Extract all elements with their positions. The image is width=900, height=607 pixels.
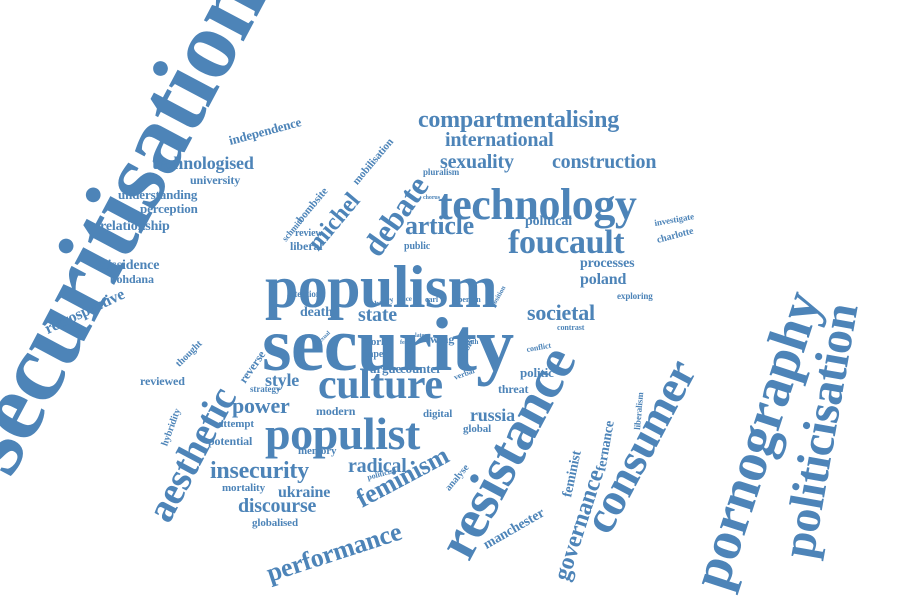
word-attempt: attempt [218, 418, 254, 430]
word-foucault: foucault [508, 224, 625, 261]
word-exploring: exploring [617, 291, 653, 301]
word-culture: culture [318, 362, 443, 408]
word-global: global [463, 423, 492, 435]
word-counter: counter [400, 361, 442, 376]
word-political: political [525, 214, 572, 229]
word-independence: independence [227, 114, 303, 148]
word-mortality: mortality [222, 482, 265, 494]
word-compartmentalising: compartmentalising [418, 107, 619, 133]
word-pluralism: pluralism [423, 167, 460, 177]
word-perception: perception [140, 201, 198, 216]
word-sexuality: sexuality [440, 151, 514, 173]
word-threat: threat [498, 382, 529, 396]
word-russia: russia [470, 405, 515, 425]
word-memory: memory [298, 445, 337, 457]
word-processes: processes [580, 256, 635, 271]
word-face: face [400, 295, 412, 303]
word-attention: attention [287, 289, 321, 299]
word-globalised: globalised [252, 517, 298, 529]
word-argue: argue [370, 361, 402, 376]
word-populism: populism [265, 254, 498, 320]
word-fears: fears [400, 340, 413, 346]
word-carl: carl [425, 295, 439, 304]
word-technology: technology [438, 180, 637, 229]
word-dissidence: dissidence [100, 258, 160, 273]
word-person: person [458, 295, 481, 304]
word-laten: laten [415, 333, 428, 339]
word-thought: thought [173, 338, 205, 370]
word-digital: digital [423, 408, 453, 420]
word-liberal: liberal [290, 239, 323, 253]
word-article: article [405, 211, 474, 240]
word-paper: paper [363, 349, 388, 360]
word-construction: construction [552, 151, 657, 173]
word-style: style [265, 370, 300, 390]
word-radical: radical [348, 455, 407, 477]
word-populist: populist [265, 408, 420, 459]
word-public: public [404, 241, 431, 252]
word-university: university [190, 173, 241, 187]
word-world: world [363, 336, 390, 348]
word-poland: poland [580, 271, 627, 288]
word-modern: modern [316, 404, 356, 418]
word-contrast: contrast [557, 323, 585, 332]
word-politic: politic [520, 365, 554, 380]
word-new: new [405, 350, 416, 356]
word-reviewed: reviewed [140, 374, 185, 388]
word-international: international [445, 129, 554, 151]
word-understanding: understanding [118, 187, 198, 202]
word-bohdana: bohdana [110, 272, 154, 286]
word-mobilisation: mobilisation [350, 136, 397, 188]
word-death: death [300, 305, 333, 320]
word-review: review [295, 228, 323, 239]
word-technologised: technologised [152, 153, 254, 173]
word-heath: heath [462, 338, 479, 346]
word-charlotte: charlotte [655, 225, 695, 246]
word-aesthetic: aesthetic [137, 379, 246, 529]
word-relationship: relationship [100, 219, 170, 234]
word-discourse: discourse [238, 495, 317, 517]
word-wing: wing [430, 332, 455, 346]
word-ukraine: ukraine [278, 484, 331, 501]
word-power: power [232, 393, 290, 418]
word-state: state [358, 304, 397, 326]
word-strategy: strategy [250, 384, 281, 394]
word-societal: societal [527, 300, 595, 325]
word-insecurity: insecurity [210, 458, 309, 484]
word-potential: potential [208, 434, 253, 448]
word-chorus: chorus [423, 195, 440, 201]
word-security: security [262, 303, 514, 387]
